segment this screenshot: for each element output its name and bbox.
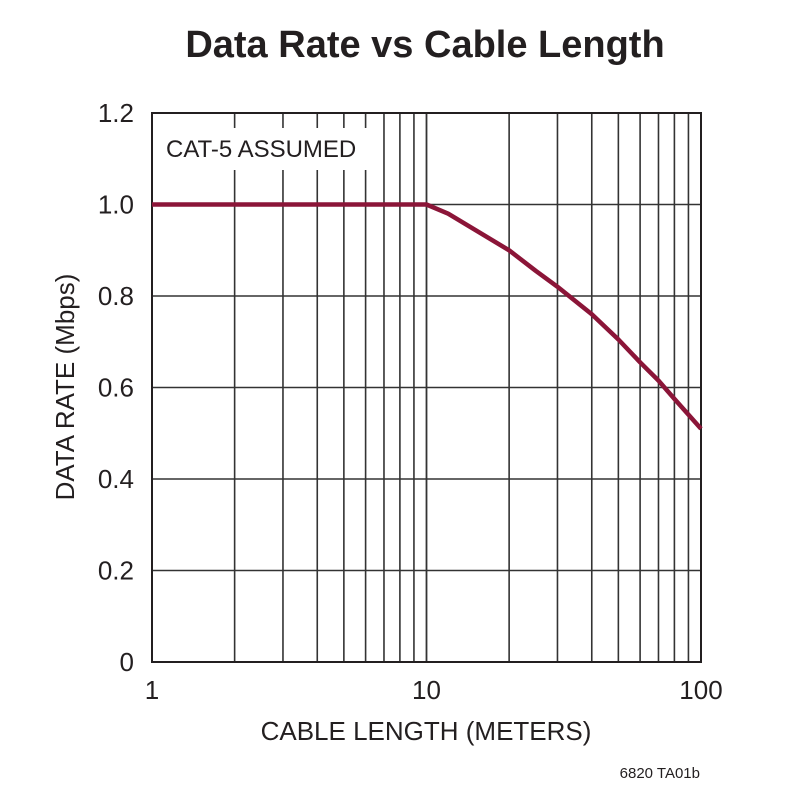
y-tick-label: 0	[120, 647, 134, 677]
annotation-text: CAT-5 ASSUMED	[166, 136, 356, 163]
x-tick-label: 100	[679, 675, 722, 705]
y-tick-label: 1.0	[98, 190, 134, 220]
chart-title: Data Rate vs Cable Length	[185, 24, 664, 66]
series-layer	[152, 202, 703, 431]
x-tick-labels: 1 10 100	[145, 675, 723, 705]
y-tick-label: 0.4	[98, 464, 134, 494]
x-tick-label: 1	[145, 675, 159, 705]
y-axis-label: DATA RATE (Mbps)	[50, 274, 80, 501]
grid	[152, 113, 701, 662]
y-tick-labels: 0 0.2 0.4 0.6 0.8 1.0 1.2	[98, 98, 134, 677]
annotation-box	[158, 128, 372, 170]
x-tick-label: 10	[412, 675, 441, 705]
figure-code: 6820 TA01b	[620, 765, 700, 782]
plot-frame	[151, 112, 702, 663]
y-tick-label: 0.6	[98, 373, 134, 403]
y-tick-label: 0.2	[98, 556, 134, 586]
y-tick-label: 0.8	[98, 281, 134, 311]
x-axis-label: CABLE LENGTH (METERS)	[261, 716, 592, 746]
series-line	[152, 202, 703, 431]
y-tick-label: 1.2	[98, 98, 134, 128]
